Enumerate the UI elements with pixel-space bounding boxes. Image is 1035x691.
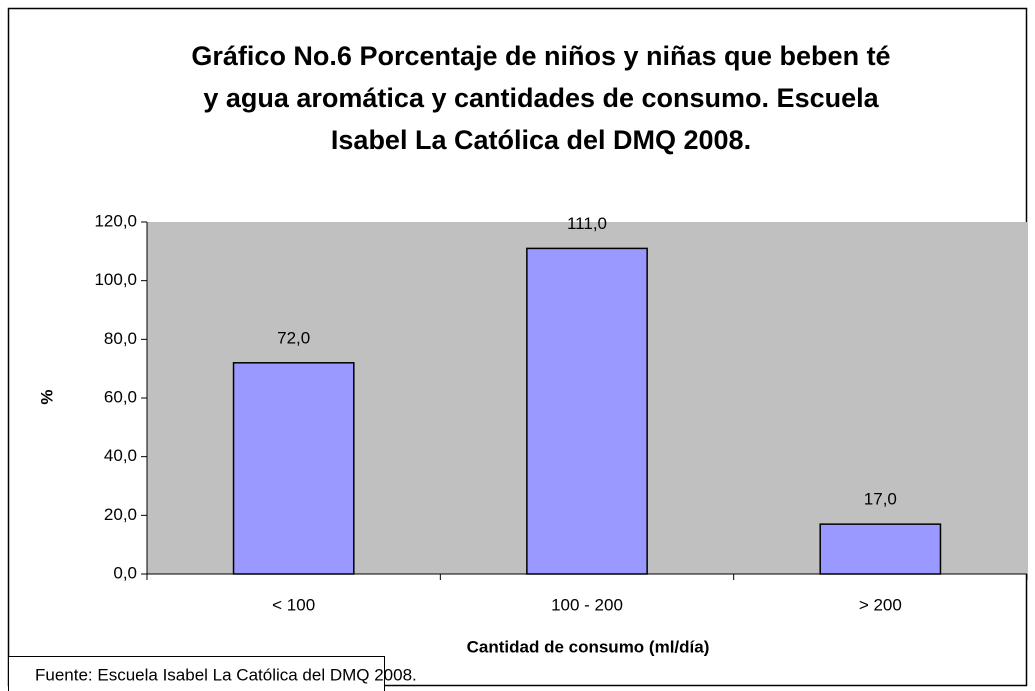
x-tick-label: < 100 xyxy=(272,595,315,614)
bar xyxy=(819,523,942,575)
source-note: Fuente: Escuela Isabel La Católica del D… xyxy=(35,665,417,684)
chart-title: Gráfico No.6 Porcentaje de niños y niñas… xyxy=(191,41,890,71)
bar xyxy=(526,247,648,575)
x-axis-title: Cantidad de consumo (ml/día) xyxy=(467,637,710,656)
y-tick-label: 40,0 xyxy=(104,446,137,465)
chart-title: Isabel La Católica del DMQ 2008. xyxy=(331,125,751,155)
source-box xyxy=(8,656,385,691)
y-tick-label: 20,0 xyxy=(104,505,137,524)
y-tick-label: 60,0 xyxy=(104,387,137,406)
data-label: 72,0 xyxy=(277,328,310,347)
y-tick-label: 120,0 xyxy=(94,211,137,230)
bar xyxy=(232,362,355,575)
x-tick-label: 100 - 200 xyxy=(551,595,623,614)
y-axis-title: % xyxy=(37,389,56,404)
y-tick-label: 100,0 xyxy=(94,270,137,289)
y-tick-label: 0,0 xyxy=(113,563,137,582)
y-tick-label: 80,0 xyxy=(104,329,137,348)
data-label: 17,0 xyxy=(864,490,897,509)
x-tick-label: > 200 xyxy=(859,595,902,614)
data-label: 111,0 xyxy=(567,214,607,233)
chart-title: y agua aromática y cantidades de consumo… xyxy=(203,83,879,113)
